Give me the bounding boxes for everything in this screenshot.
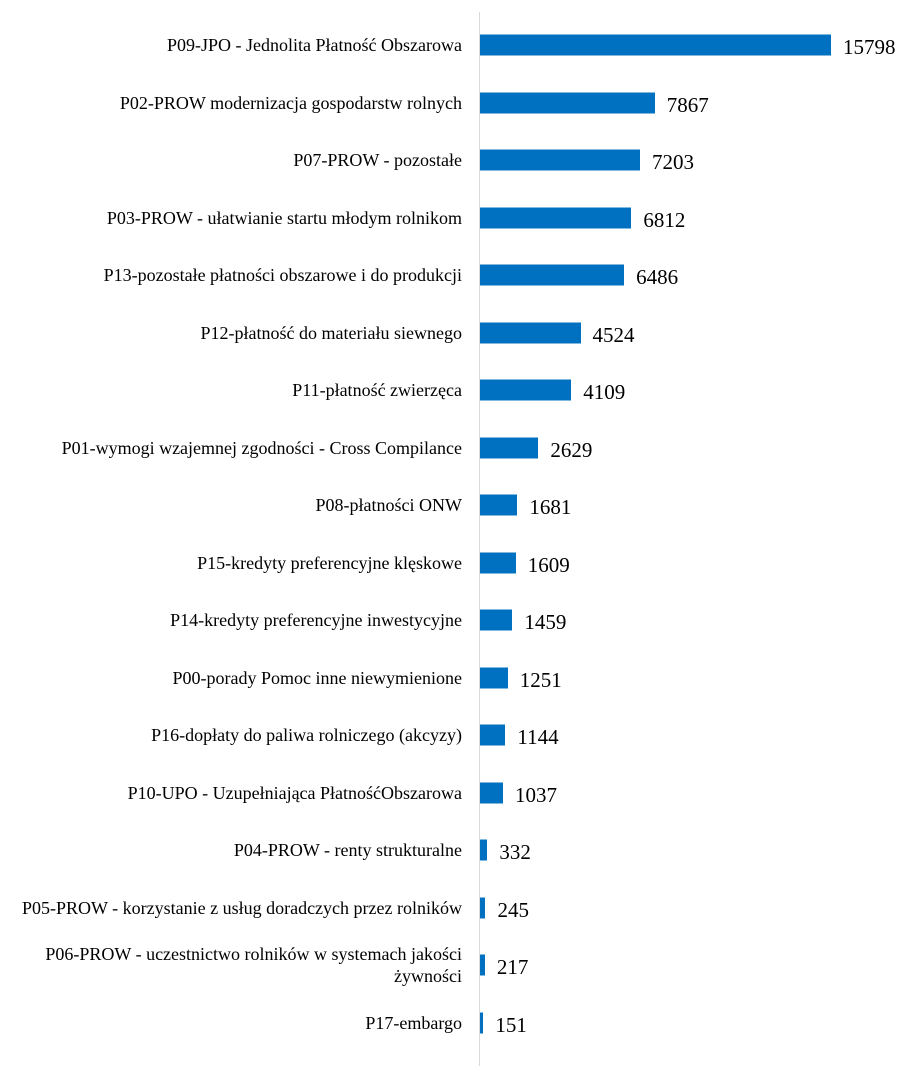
data-label: 151 (495, 1012, 527, 1037)
category-label: P16-dopłaty do paliwa rolniczego (akcyzy… (151, 725, 462, 745)
data-label: 6486 (636, 265, 679, 289)
bar (480, 552, 516, 573)
bar (480, 34, 831, 56)
category-label: P05-PROW - korzystanie z usług doradczyc… (21, 897, 462, 918)
bar (480, 494, 518, 516)
bar (480, 782, 504, 803)
bar (480, 897, 486, 918)
bar (480, 437, 539, 458)
axis-line (479, 12, 480, 1066)
category-label: P03-PROW - ułatwianie startu młodym roln… (106, 207, 462, 228)
bar (480, 322, 581, 343)
category-label: P01-wymogi wzajemnej zgodności - Cross C… (61, 437, 462, 458)
bar (480, 207, 632, 228)
category-label: P17-embargo (365, 1012, 462, 1033)
data-label: 1037 (515, 782, 558, 807)
category-label: P13-pozostałe płatności obszarowe i do p… (103, 265, 462, 285)
bar (480, 264, 625, 286)
data-label: 245 (497, 897, 529, 922)
data-label: 4109 (583, 380, 626, 404)
category-label: P11-płatność zwierzęca (292, 380, 462, 400)
data-label: 1251 (519, 667, 562, 692)
category-label: P08-płatności ONW (315, 495, 462, 515)
data-label: 332 (499, 840, 531, 864)
data-label: 1609 (527, 552, 570, 577)
data-label: 6812 (643, 207, 686, 232)
category-label: P06-PROW - uczestnictwo rolników w syste… (45, 944, 462, 986)
category-label: P15-kredyty preferencyjne klęskowe (197, 552, 462, 573)
data-label: 15798 (843, 35, 896, 59)
category-label: P10-UPO - Uzupełniająca PłatnośćObszarow… (127, 782, 462, 803)
data-label: 7203 (652, 150, 695, 174)
bar (480, 92, 655, 113)
category-label: P02-PROW modernizacja gospodarstw rolnyc… (119, 92, 462, 113)
data-label: 1681 (529, 495, 572, 519)
category-label: P09-JPO - Jednolita Płatność Obszarowa (167, 35, 462, 55)
category-label: P12-płatność do materiału siewnego (200, 322, 462, 343)
bar (480, 1012, 484, 1033)
bar (480, 954, 485, 976)
bar (480, 839, 488, 861)
bar (480, 149, 641, 171)
data-label: 7867 (666, 92, 709, 117)
category-label: P07-PROW - pozostałe (293, 150, 462, 170)
data-label: 4524 (592, 322, 635, 347)
bar (480, 609, 513, 631)
category-label: P14-kredyty preferencyjne inwestycyjne (170, 610, 462, 630)
bar (480, 379, 572, 401)
category-label: P04-PROW - renty strukturalne (233, 840, 462, 860)
bar (480, 667, 508, 688)
bar (480, 724, 506, 746)
data-label: 1459 (524, 610, 567, 634)
category-label: P00-porady Pomoc inne niewymienione (172, 667, 462, 688)
data-label: 217 (496, 955, 529, 979)
data-label: 1144 (517, 725, 559, 749)
data-label: 2629 (550, 437, 593, 462)
